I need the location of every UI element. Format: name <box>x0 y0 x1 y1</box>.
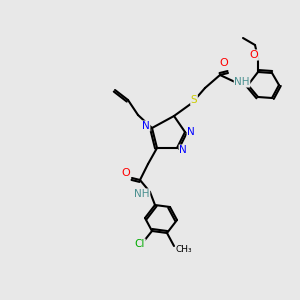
Text: N: N <box>187 127 195 137</box>
Text: NH: NH <box>234 77 250 87</box>
Text: S: S <box>191 95 197 105</box>
Text: O: O <box>122 168 130 178</box>
Text: O: O <box>220 58 228 68</box>
Text: N: N <box>179 145 187 155</box>
Text: N: N <box>142 121 150 131</box>
Text: Cl: Cl <box>135 239 145 249</box>
Text: CH₃: CH₃ <box>176 245 193 254</box>
Text: O: O <box>250 50 258 60</box>
Text: NH: NH <box>134 189 150 199</box>
